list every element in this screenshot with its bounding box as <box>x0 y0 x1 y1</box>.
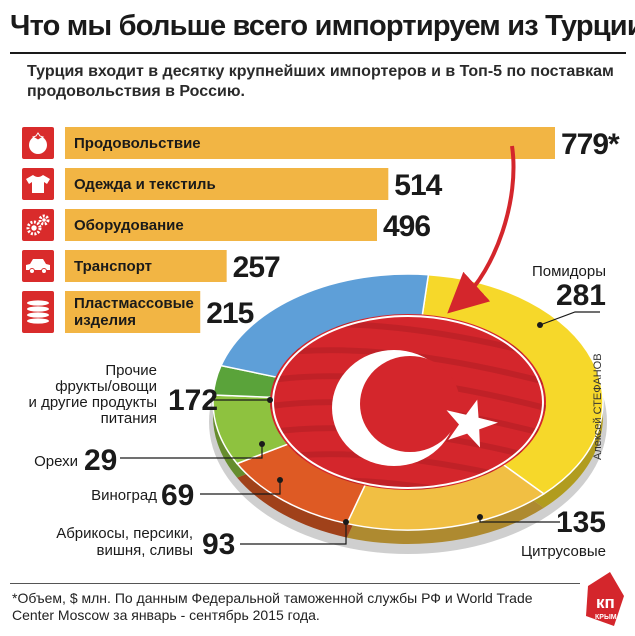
bar-category-label: Транспорт <box>74 258 152 275</box>
bar-value-label: 215 <box>206 297 253 330</box>
donut-value-label: 93 <box>202 528 235 561</box>
tshirt-icon-glyph <box>26 175 50 193</box>
undefined: Виноград <box>91 487 157 504</box>
bar-category-label: Оборудование <box>74 217 184 234</box>
bar <box>65 127 555 159</box>
bar-category-label: Продовольствие <box>74 135 201 152</box>
bar-value-label: 779* <box>561 128 620 161</box>
turkish-flag <box>270 314 546 490</box>
tomato-icon-glyph <box>29 132 47 154</box>
callout-line <box>200 480 281 495</box>
plastic-stack-icon <box>22 291 54 333</box>
bar <box>65 209 377 241</box>
donut-value-label: 135 <box>556 506 606 539</box>
flag-star <box>446 399 498 448</box>
arrow-pointer <box>447 145 516 314</box>
bar-chart: Продовольствие 779* Одежда и текстиль 514 Об… <box>22 127 621 333</box>
kp-logo: кп КРЫМ <box>586 572 624 626</box>
callout-line <box>120 444 263 459</box>
page-title: Что мы больше всего импортируем из Турци… <box>10 10 635 42</box>
subtitle: Турция входит в десятку крупнейших импор… <box>27 63 614 100</box>
callout-line <box>539 311 600 326</box>
undefined: Цитрусовые <box>521 543 606 560</box>
plastic-stack-icon-glyph <box>27 300 49 324</box>
donut-value-label: 281 <box>556 279 606 312</box>
gears-icon-glyph <box>26 214 50 236</box>
title-divider <box>10 52 626 54</box>
callout-dot <box>477 514 483 520</box>
footnote: *Объем, $ млн. По данным Федеральной там… <box>12 590 533 623</box>
author-credit: Алексей СТЕФАНОВ <box>592 353 604 460</box>
bar <box>65 168 389 200</box>
callout-line <box>240 522 347 545</box>
crescent-inner <box>360 356 460 452</box>
undefined: Орехи <box>34 453 78 470</box>
donut-category-label: Абрикосы, персики, вишня, сливы <box>56 525 193 559</box>
callout-dot <box>537 322 543 328</box>
donut-value-label: 172 <box>168 384 218 417</box>
donut-category-label: Прочие фрукты/овощи и другие продукты питан… <box>29 362 157 427</box>
donut-value-label: 69 <box>161 479 194 512</box>
logo-text: кп <box>596 593 615 612</box>
callout-dot <box>343 519 349 525</box>
bar-value-label: 496 <box>383 210 430 243</box>
callout-dot <box>277 477 283 483</box>
bar-category-label: Одежда и текстиль <box>74 176 216 193</box>
bar-value-label: 514 <box>394 169 442 202</box>
bar <box>65 291 201 333</box>
callout-dot <box>267 397 273 403</box>
bar-value-label: 257 <box>233 251 280 284</box>
donut-value-label: 29 <box>84 444 117 477</box>
logo-subtext: КРЫМ <box>595 614 617 621</box>
donut-chart <box>209 273 607 554</box>
bar-category-label: Пластмассовые изделия <box>74 295 194 329</box>
bar <box>65 250 227 282</box>
undefined: Помидоры <box>532 263 606 280</box>
car-icon-glyph <box>26 259 50 274</box>
callout-dot <box>259 441 265 447</box>
footnote-divider <box>10 583 580 584</box>
